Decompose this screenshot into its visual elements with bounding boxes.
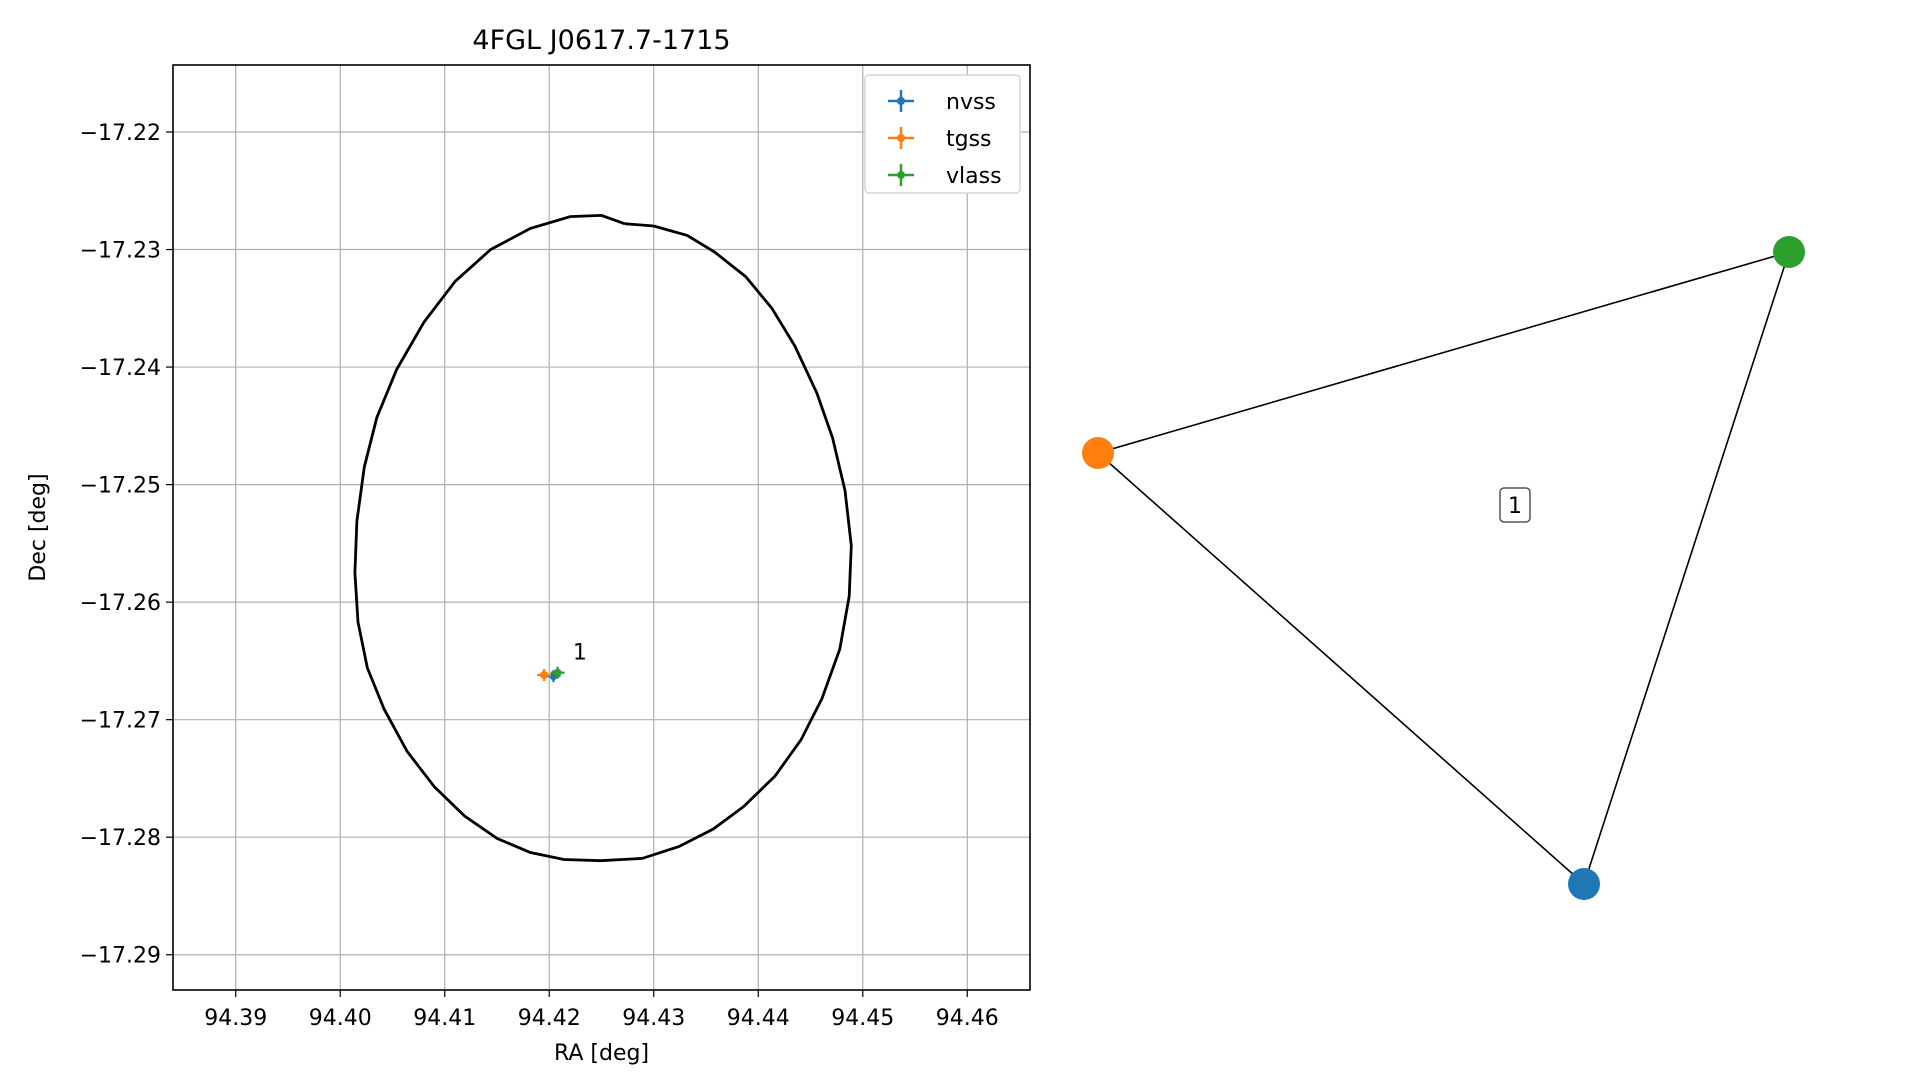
- node-nvss: [1568, 868, 1600, 900]
- edge-vlass-nvss: [1583, 251, 1790, 885]
- x-tick-label: 94.46: [936, 1006, 999, 1031]
- y-ticks: −17.22 −17.23 −17.24 −17.25 −17.26 −17.27 −17.…: [80, 121, 173, 969]
- legend-label: tgss: [946, 127, 992, 152]
- point-tgss: [537, 669, 552, 682]
- x-axis-label: RA [deg]: [554, 1041, 649, 1066]
- legend-items: nvss tgss vlass: [888, 90, 1002, 189]
- network-panel: 1: [1082, 236, 1805, 900]
- network-nodes: [1082, 236, 1805, 900]
- legend: nvss tgss vlass: [864, 74, 1021, 194]
- x-tick-label: 94.39: [204, 1006, 267, 1031]
- scatter-panel: 1 94.39 94.40 94.41 94.42 94.43 94.44 94.45 94.…: [26, 25, 1031, 1066]
- point-annotation-label: 1: [573, 640, 587, 665]
- x-tick-label: 94.44: [727, 1006, 790, 1031]
- legend-label: nvss: [946, 90, 996, 115]
- marker: [540, 671, 549, 680]
- edge-tgss-vlass: [1097, 251, 1790, 454]
- x-tick-label: 94.41: [413, 1006, 476, 1031]
- y-tick-label: −17.22: [80, 121, 161, 146]
- cycle-label: 1: [1508, 494, 1522, 519]
- y-tick-label: −17.28: [80, 826, 161, 851]
- y-tick-label: −17.27: [80, 709, 161, 734]
- grid-lines: [173, 65, 1030, 990]
- ellipse-layer: [353, 213, 853, 863]
- cycle-label-box: [1499, 487, 1531, 523]
- legend-dot: [897, 171, 905, 179]
- y-tick-label: −17.25: [80, 474, 161, 499]
- axes-frame: [172, 64, 1031, 991]
- x-ticks: 94.39 94.40 94.41 94.42 94.43 94.44 94.45 94.46: [204, 990, 999, 1031]
- node-vlass: [1773, 236, 1805, 268]
- legend-entry-tgss: tgss: [888, 127, 992, 152]
- legend-entry-nvss: nvss: [888, 90, 996, 115]
- x-tick-label: 94.40: [309, 1006, 372, 1031]
- marker: [553, 668, 562, 677]
- legend-entry-vlass: vlass: [888, 164, 1002, 189]
- edge-nvss-tgss: [1097, 452, 1585, 885]
- legend-box: [864, 74, 1021, 194]
- y-tick-label: −17.26: [80, 591, 161, 616]
- x-tick-label: 94.45: [831, 1006, 894, 1031]
- node-tgss: [1082, 437, 1114, 469]
- legend-label: vlass: [946, 164, 1002, 189]
- y-tick-label: −17.23: [80, 239, 161, 264]
- y-tick-label: −17.29: [80, 944, 161, 969]
- point-vlass: [550, 666, 565, 679]
- error-ellipse: [353, 213, 853, 863]
- legend-dot: [897, 97, 905, 105]
- points-layer: [537, 666, 565, 683]
- y-axis-label: Dec [deg]: [26, 473, 51, 581]
- chart-title: 4FGL J0617.7-1715: [472, 25, 730, 56]
- x-tick-label: 94.43: [622, 1006, 685, 1031]
- x-tick-label: 94.42: [518, 1006, 581, 1031]
- y-tick-label: −17.24: [80, 356, 161, 381]
- network-edges: [1097, 251, 1790, 885]
- legend-dot: [897, 134, 905, 142]
